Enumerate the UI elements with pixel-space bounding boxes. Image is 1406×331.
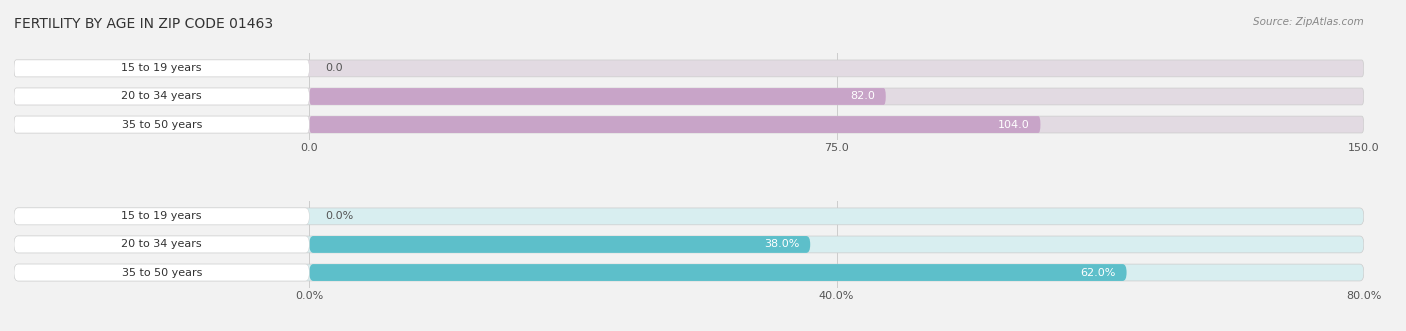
FancyBboxPatch shape xyxy=(14,60,309,77)
FancyBboxPatch shape xyxy=(14,236,309,253)
FancyBboxPatch shape xyxy=(309,236,810,253)
Text: 0.0%: 0.0% xyxy=(325,212,353,221)
FancyBboxPatch shape xyxy=(309,116,1040,133)
Text: 15 to 19 years: 15 to 19 years xyxy=(121,64,202,73)
Text: FERTILITY BY AGE IN ZIP CODE 01463: FERTILITY BY AGE IN ZIP CODE 01463 xyxy=(14,17,273,30)
Text: 20 to 34 years: 20 to 34 years xyxy=(121,91,202,102)
Text: 35 to 50 years: 35 to 50 years xyxy=(121,119,202,129)
FancyBboxPatch shape xyxy=(309,236,810,253)
FancyBboxPatch shape xyxy=(14,264,309,281)
FancyBboxPatch shape xyxy=(309,88,886,105)
Text: 62.0%: 62.0% xyxy=(1081,267,1116,277)
Text: Source: ZipAtlas.com: Source: ZipAtlas.com xyxy=(1253,17,1364,26)
FancyBboxPatch shape xyxy=(14,264,1364,281)
FancyBboxPatch shape xyxy=(14,88,1364,105)
FancyBboxPatch shape xyxy=(309,116,1040,133)
Text: 0.0: 0.0 xyxy=(325,64,343,73)
Text: 82.0: 82.0 xyxy=(851,91,875,102)
FancyBboxPatch shape xyxy=(309,264,1126,281)
Text: 15 to 19 years: 15 to 19 years xyxy=(121,212,202,221)
Text: 38.0%: 38.0% xyxy=(765,239,800,250)
FancyBboxPatch shape xyxy=(14,208,309,225)
FancyBboxPatch shape xyxy=(309,88,886,105)
FancyBboxPatch shape xyxy=(309,264,1126,281)
FancyBboxPatch shape xyxy=(14,116,309,133)
Text: 20 to 34 years: 20 to 34 years xyxy=(121,239,202,250)
FancyBboxPatch shape xyxy=(14,208,1364,225)
Text: 35 to 50 years: 35 to 50 years xyxy=(121,267,202,277)
FancyBboxPatch shape xyxy=(14,116,1364,133)
FancyBboxPatch shape xyxy=(14,236,1364,253)
Text: 104.0: 104.0 xyxy=(998,119,1029,129)
FancyBboxPatch shape xyxy=(14,88,309,105)
FancyBboxPatch shape xyxy=(14,60,1364,77)
